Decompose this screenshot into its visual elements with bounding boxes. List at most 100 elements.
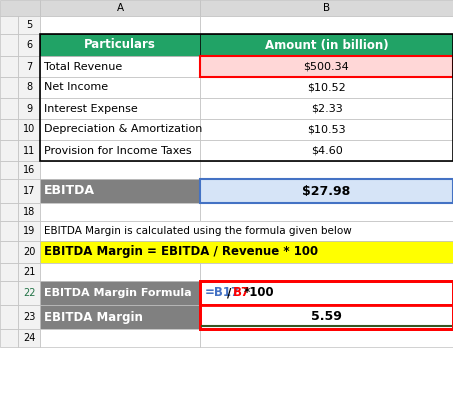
Text: 16: 16 <box>23 165 35 175</box>
Bar <box>0 203 18 221</box>
Text: Provision for Income Taxes: Provision for Income Taxes <box>44 146 192 156</box>
Text: *100: *100 <box>244 286 274 300</box>
Bar <box>40 241 453 263</box>
Bar <box>0 56 18 77</box>
Text: Net Income: Net Income <box>44 82 108 92</box>
Text: EBITDA Margin: EBITDA Margin <box>44 310 143 324</box>
Bar <box>0 0 40 16</box>
Bar <box>18 305 40 329</box>
Text: EBITDA Margin is calculated using the formula given below: EBITDA Margin is calculated using the fo… <box>44 226 352 236</box>
Text: B7: B7 <box>232 286 250 300</box>
Bar <box>0 34 18 56</box>
Bar <box>18 263 40 281</box>
Bar <box>40 16 200 34</box>
Text: 5: 5 <box>26 20 32 30</box>
Text: =B17: =B17 <box>205 286 240 300</box>
Bar <box>0 221 18 241</box>
Text: EBITDA Margin Formula: EBITDA Margin Formula <box>44 288 192 298</box>
Text: $500.34: $500.34 <box>304 62 349 72</box>
Bar <box>40 140 200 161</box>
Text: 10: 10 <box>23 124 35 134</box>
Bar <box>200 179 453 203</box>
Text: 21: 21 <box>23 267 35 277</box>
Bar <box>200 281 453 305</box>
Bar <box>40 329 200 347</box>
Bar <box>40 221 453 241</box>
Bar <box>200 329 453 347</box>
Text: 24: 24 <box>23 333 35 343</box>
Bar <box>200 305 453 329</box>
Bar <box>0 179 18 203</box>
Bar <box>40 77 200 98</box>
Text: $4.60: $4.60 <box>311 146 342 156</box>
Bar <box>18 179 40 203</box>
Text: 9: 9 <box>26 104 32 114</box>
Bar <box>40 203 200 221</box>
Text: EBITDA Margin = EBITDA / Revenue * 100: EBITDA Margin = EBITDA / Revenue * 100 <box>44 246 318 258</box>
Bar <box>0 98 18 119</box>
Bar <box>0 241 18 263</box>
Bar <box>18 140 40 161</box>
Text: 17: 17 <box>23 186 35 196</box>
Bar <box>0 347 453 400</box>
Bar <box>0 119 18 140</box>
Bar <box>0 305 18 329</box>
Text: Total Revenue: Total Revenue <box>44 62 122 72</box>
Bar <box>0 281 18 305</box>
Bar <box>40 56 200 77</box>
Text: EBITDA: EBITDA <box>44 184 95 198</box>
Text: 7: 7 <box>26 62 32 72</box>
Bar <box>0 161 18 179</box>
Bar <box>200 34 453 56</box>
Text: 8: 8 <box>26 82 32 92</box>
Text: A: A <box>116 3 124 13</box>
Text: 19: 19 <box>23 226 35 236</box>
Bar <box>0 329 18 347</box>
Bar <box>200 0 453 16</box>
Bar <box>18 241 40 263</box>
Bar <box>40 119 200 140</box>
Bar <box>200 77 453 98</box>
Bar <box>40 34 453 161</box>
Bar <box>40 263 200 281</box>
Bar <box>200 140 453 161</box>
Bar <box>18 221 40 241</box>
Text: 6: 6 <box>26 40 32 50</box>
Bar <box>18 56 40 77</box>
Bar <box>0 16 18 34</box>
Text: 5.59: 5.59 <box>311 310 342 324</box>
Text: 11: 11 <box>23 146 35 156</box>
Bar <box>0 140 18 161</box>
Bar <box>18 16 40 34</box>
Bar <box>200 56 453 77</box>
Bar <box>200 281 453 329</box>
Bar <box>40 281 200 305</box>
Text: $2.33: $2.33 <box>311 104 342 114</box>
Bar <box>200 16 453 34</box>
Text: $10.52: $10.52 <box>307 82 346 92</box>
Text: 23: 23 <box>23 312 35 322</box>
Text: 20: 20 <box>23 247 35 257</box>
Bar <box>18 77 40 98</box>
Bar <box>40 34 200 56</box>
Bar <box>0 77 18 98</box>
Text: Amount (in billion): Amount (in billion) <box>265 38 388 52</box>
Text: Depreciation & Amortization: Depreciation & Amortization <box>44 124 202 134</box>
Text: B: B <box>323 3 330 13</box>
Bar <box>0 263 18 281</box>
Bar <box>200 161 453 179</box>
Text: /: / <box>227 286 231 300</box>
Bar <box>40 179 200 203</box>
Text: 18: 18 <box>23 207 35 217</box>
Bar <box>18 329 40 347</box>
Bar <box>200 203 453 221</box>
Text: $27.98: $27.98 <box>302 184 351 198</box>
Bar <box>18 203 40 221</box>
Bar <box>40 305 200 329</box>
Bar <box>40 161 200 179</box>
Text: Particulars: Particulars <box>84 38 156 52</box>
Bar <box>18 281 40 305</box>
Bar <box>200 263 453 281</box>
Text: Interest Expense: Interest Expense <box>44 104 138 114</box>
Bar <box>200 98 453 119</box>
